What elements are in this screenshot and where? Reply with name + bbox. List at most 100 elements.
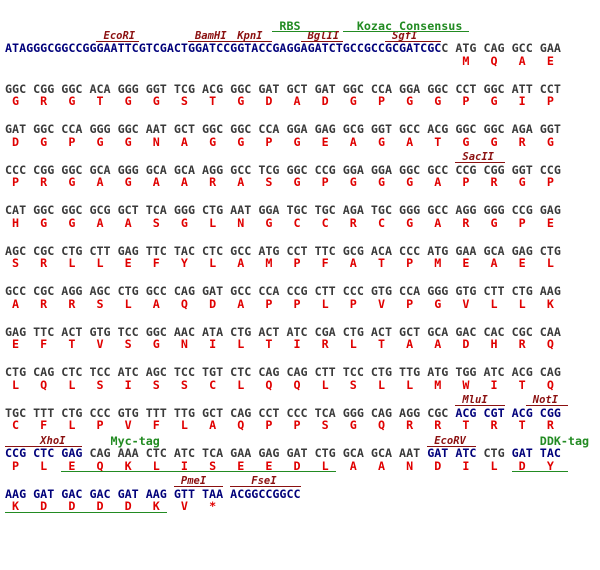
dna-sequence-segment: GAG TTC ACT GTG TCC GGC AAC ATA CTG ACT …	[5, 324, 561, 339]
dna-sequence-segment: CAT GGC GGC GCG GCT TCA GGG CTG AAT GGA …	[5, 203, 561, 217]
amino-acid: P	[462, 175, 470, 189]
amino-acid: R	[40, 256, 48, 270]
amino-acid: H	[12, 215, 20, 230]
amino-acid: P	[349, 296, 357, 311]
amino-acid: R	[40, 296, 48, 311]
amino-acid: R	[40, 175, 48, 189]
amino-acid: Q	[490, 53, 498, 68]
amino-acid: C	[209, 377, 217, 392]
feature-marker	[342, 31, 470, 32]
amino-acid: S	[124, 337, 132, 351]
amino-acid: V	[377, 296, 385, 311]
restriction-site-label: BglII	[307, 29, 340, 42]
amino-acid: P	[518, 215, 526, 230]
amino-acid: A	[96, 215, 104, 230]
amino-acid: L	[321, 377, 329, 392]
amino-acid: Y	[546, 458, 554, 473]
tag-underline	[61, 471, 336, 472]
amino-acid: S	[12, 256, 20, 270]
amino-acid: S	[180, 94, 188, 108]
amino-acid: I	[124, 377, 132, 392]
sequence-line: CAT GGC GGC GCG GCT TCA GGG CTG AAT GGA …	[5, 204, 561, 216]
amino-acid: G	[490, 134, 498, 149]
sequence-line: GAT GGC CCA GGG GGC AAT GCT GGC GGC CCA …	[5, 123, 561, 135]
amino-acid: I	[490, 377, 498, 392]
amino-acid: G	[124, 94, 132, 108]
amino-acid: K	[12, 499, 20, 513]
amino-acid: S	[209, 458, 217, 473]
amino-acid: L	[96, 256, 104, 270]
amino-acid: G	[462, 134, 470, 149]
amino-acid: G	[152, 337, 160, 351]
amino-acid: T	[209, 94, 217, 108]
restriction-site-label: EcoRI	[103, 29, 136, 42]
amino-acid: R	[434, 418, 442, 432]
amino-acid: R	[349, 215, 357, 230]
amino-acid: N	[406, 458, 414, 473]
amino-acid: C	[293, 215, 301, 230]
restriction-site-marker	[173, 486, 224, 487]
amino-acid: L	[209, 256, 217, 270]
tag-underline	[511, 471, 568, 472]
amino-acid: E	[321, 134, 329, 149]
amino-acid: P	[546, 175, 554, 189]
amino-acid: M	[434, 256, 442, 270]
amino-acid: R	[518, 134, 526, 149]
amino-acid: R	[68, 296, 76, 311]
amino-acid: P	[293, 256, 301, 270]
amino-acid: P	[265, 134, 273, 149]
amino-acid: A	[180, 175, 188, 189]
amino-acid: T	[434, 134, 442, 149]
amino-acid: F	[40, 418, 48, 432]
restriction-site-marker	[300, 40, 343, 42]
amino-acid: G	[68, 215, 76, 230]
amino-acid: Q	[180, 296, 188, 311]
amino-acid: I	[209, 337, 217, 351]
feature-label: DDK-tag	[539, 434, 590, 448]
amino-acid: G	[12, 94, 20, 108]
amino-acid: G	[237, 134, 245, 149]
amino-acid: P	[406, 296, 414, 311]
feature-marker	[272, 31, 336, 32]
restriction-site-label: EcoRV	[434, 434, 466, 447]
amino-acid: L	[237, 377, 245, 392]
sequence-line: GGC CGG GGC ACA GGG GGT TCG ACG GGC GAT …	[5, 83, 561, 95]
amino-acid: D	[321, 94, 329, 108]
amino-acid: P	[265, 418, 273, 432]
amino-acid: P	[68, 134, 76, 149]
dna-sequence-segment: GGC CGG GGC ACA GGG GGT TCG ACG GGC GAT …	[5, 81, 561, 96]
amino-acid: R	[490, 418, 498, 432]
amino-acid: I	[462, 458, 470, 473]
amino-acid: L	[349, 337, 357, 351]
amino-acid: G	[68, 94, 76, 108]
amino-acid: S	[265, 175, 273, 189]
amino-acid: D	[40, 499, 48, 513]
amino-acid: A	[490, 256, 498, 270]
amino-acid: P	[96, 418, 104, 432]
amino-acid: G	[546, 134, 554, 149]
restriction-site-label: XhoI	[40, 434, 66, 447]
amino-acid: P	[293, 296, 301, 311]
sequence-line: CCG CTC GAG CAG AAA CTC ATC TCA GAA GAG …	[5, 447, 561, 459]
sequence-line: GCC CGC AGG AGC CTG GCC CAG GAT GCC CCA …	[5, 285, 561, 297]
amino-acid: Q	[546, 337, 554, 351]
amino-acid: G	[518, 175, 526, 189]
amino-acid: G	[293, 134, 301, 149]
feature-label: RBS	[279, 19, 301, 33]
amino-acid: L	[406, 377, 414, 392]
amino-acid: D	[265, 94, 273, 108]
sequence-line: CTG CAG CTC TCC ATC AGC TCC TGT CTC CAG …	[5, 366, 561, 378]
amino-acid: E	[518, 256, 526, 270]
amino-acid: S	[152, 215, 160, 230]
amino-acid: G	[349, 175, 357, 189]
restriction-site-label: FseI	[251, 475, 277, 487]
amino-acid: G	[180, 215, 188, 230]
amino-acid: G	[490, 94, 498, 108]
amino-acid: A	[377, 458, 385, 473]
amino-acid: N	[180, 337, 188, 351]
amino-acid: F	[40, 337, 48, 351]
dna-sequence-segment: GAT TAC	[511, 446, 561, 460]
amino-acid: G	[406, 175, 414, 189]
amino-acid: Q	[293, 377, 301, 392]
